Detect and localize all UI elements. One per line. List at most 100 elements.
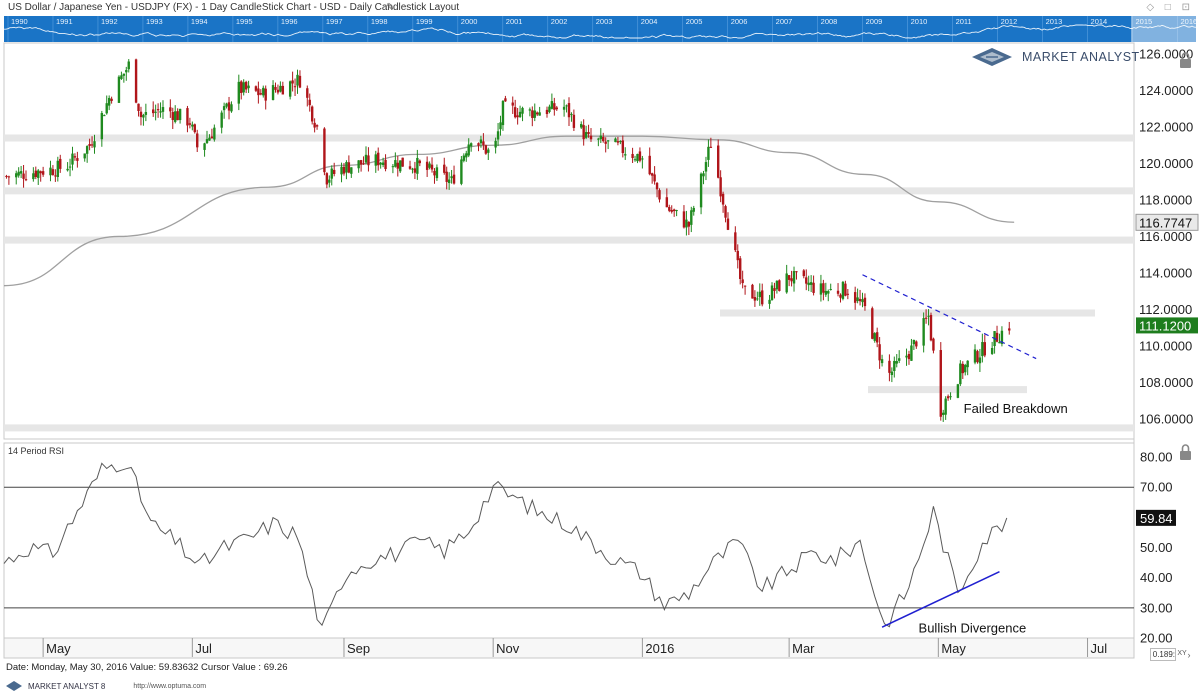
candle-body [193,124,196,133]
candle-body [264,88,267,101]
x-axis-label: 2016 [645,641,674,656]
candle-body [518,111,522,118]
candle-body [734,232,737,251]
candle-body [137,103,140,112]
candle-body [247,85,250,89]
x-axis-label: Jul [1091,641,1108,656]
candle-body [34,170,37,177]
support-resistance-band [868,386,1027,394]
candle-body [841,281,845,299]
candle-body [966,360,969,368]
candle-body [151,109,155,114]
candle-body [377,152,380,166]
zoom-level[interactable]: 0.189: [1150,648,1176,661]
footer-brand: MARKET ANALYST 8 http://www.optuma.com [6,680,206,692]
candle-body [83,153,86,159]
candle-body [174,111,177,122]
candle-body [555,107,558,110]
lock-icon [1180,451,1191,460]
last-price-label: 111.1200 [1139,318,1191,333]
candle-body [325,173,329,185]
support-resistance-band [4,424,1134,432]
candle-body [203,143,206,150]
candle-body [22,173,25,179]
candle-body [853,292,857,303]
candle-body [658,190,661,200]
footer-brand-name: MARKET ANALYST 8 [28,681,106,691]
candle-body [633,159,637,161]
candle-body [413,168,417,173]
candle-body [545,109,549,115]
ma-value-label: 116.7747 [1139,215,1192,230]
footer-url[interactable]: http://www.optuma.com [133,682,207,690]
candle-body [66,168,69,171]
candle-body [709,146,713,148]
candle-body [822,283,825,293]
candle-body [624,154,627,156]
candle-body [230,104,233,112]
candle-body [484,145,488,154]
status-bar-readout: Date: Monday, May 30, 2016 Value: 59.836… [6,662,288,673]
navigator-year-label: 1992 [101,17,118,26]
candle-body [425,161,429,170]
candle-body [795,271,798,273]
candle-body [690,210,693,225]
candle-body [756,298,759,300]
candle-body [922,318,925,346]
candle-body [291,80,294,84]
candle-body [296,74,299,86]
candle-body [741,279,744,284]
candle-body [736,250,739,261]
candle-body [188,123,192,125]
candle-body [68,166,72,168]
candle-body [430,164,434,170]
candle-body [685,219,688,228]
candle-body [829,289,832,291]
candle-body [465,153,468,158]
candle-body [964,364,967,373]
candle-body [839,294,842,298]
candle-body [32,173,35,180]
navigator-year-label: 2005 [686,17,703,26]
candle-body [313,122,316,128]
navigator-year-label: 1990 [11,17,28,26]
footer-logo-icon [6,681,22,691]
candle-body [778,280,781,291]
navigator-svg: 1990 1991 1992 1993 1994 1995 1996 1997 1998 1999… [4,16,1197,42]
candle-body [567,103,571,118]
candle-body [565,105,568,107]
scroll-right-icon[interactable]: › [1187,650,1191,660]
candle-body [460,159,463,184]
candle-body [5,175,8,177]
candle-body [227,102,231,111]
candle-body [205,139,209,144]
window-controls[interactable]: ◇ □ ⊡ [1146,2,1194,13]
candle-body [93,141,96,148]
candle-body [176,111,179,121]
xy-toggle[interactable]: XY [1177,650,1187,657]
candle-body [127,61,130,70]
moving-average-line [3,135,1015,287]
candle-body [528,109,532,111]
navigator-year-label: 1991 [56,17,73,26]
navigator-year-label: 2011 [956,17,972,26]
navigator-year-label: 2003 [596,17,613,26]
candle-body [726,218,730,230]
candle-body [418,160,422,164]
annotation-bullish-divergence: Bullish Divergence [919,620,1027,635]
candle-body [907,354,911,360]
candle-body [88,144,91,146]
candle-body [281,85,285,95]
candle-body [878,344,881,361]
candle-body [809,282,813,285]
navigator-visible-window[interactable] [1131,16,1196,42]
support-resistance-band [4,236,1134,244]
candle-body [995,332,999,342]
candle-body [196,133,199,148]
candle-body [668,207,671,211]
edit-pen-icon[interactable]: ✎ [386,2,395,13]
candle-body [381,162,385,165]
timeline-navigator[interactable]: 1990 1991 1992 1993 1994 1995 1996 1997 1998 1999… [4,16,1197,42]
candle-body [687,221,691,227]
